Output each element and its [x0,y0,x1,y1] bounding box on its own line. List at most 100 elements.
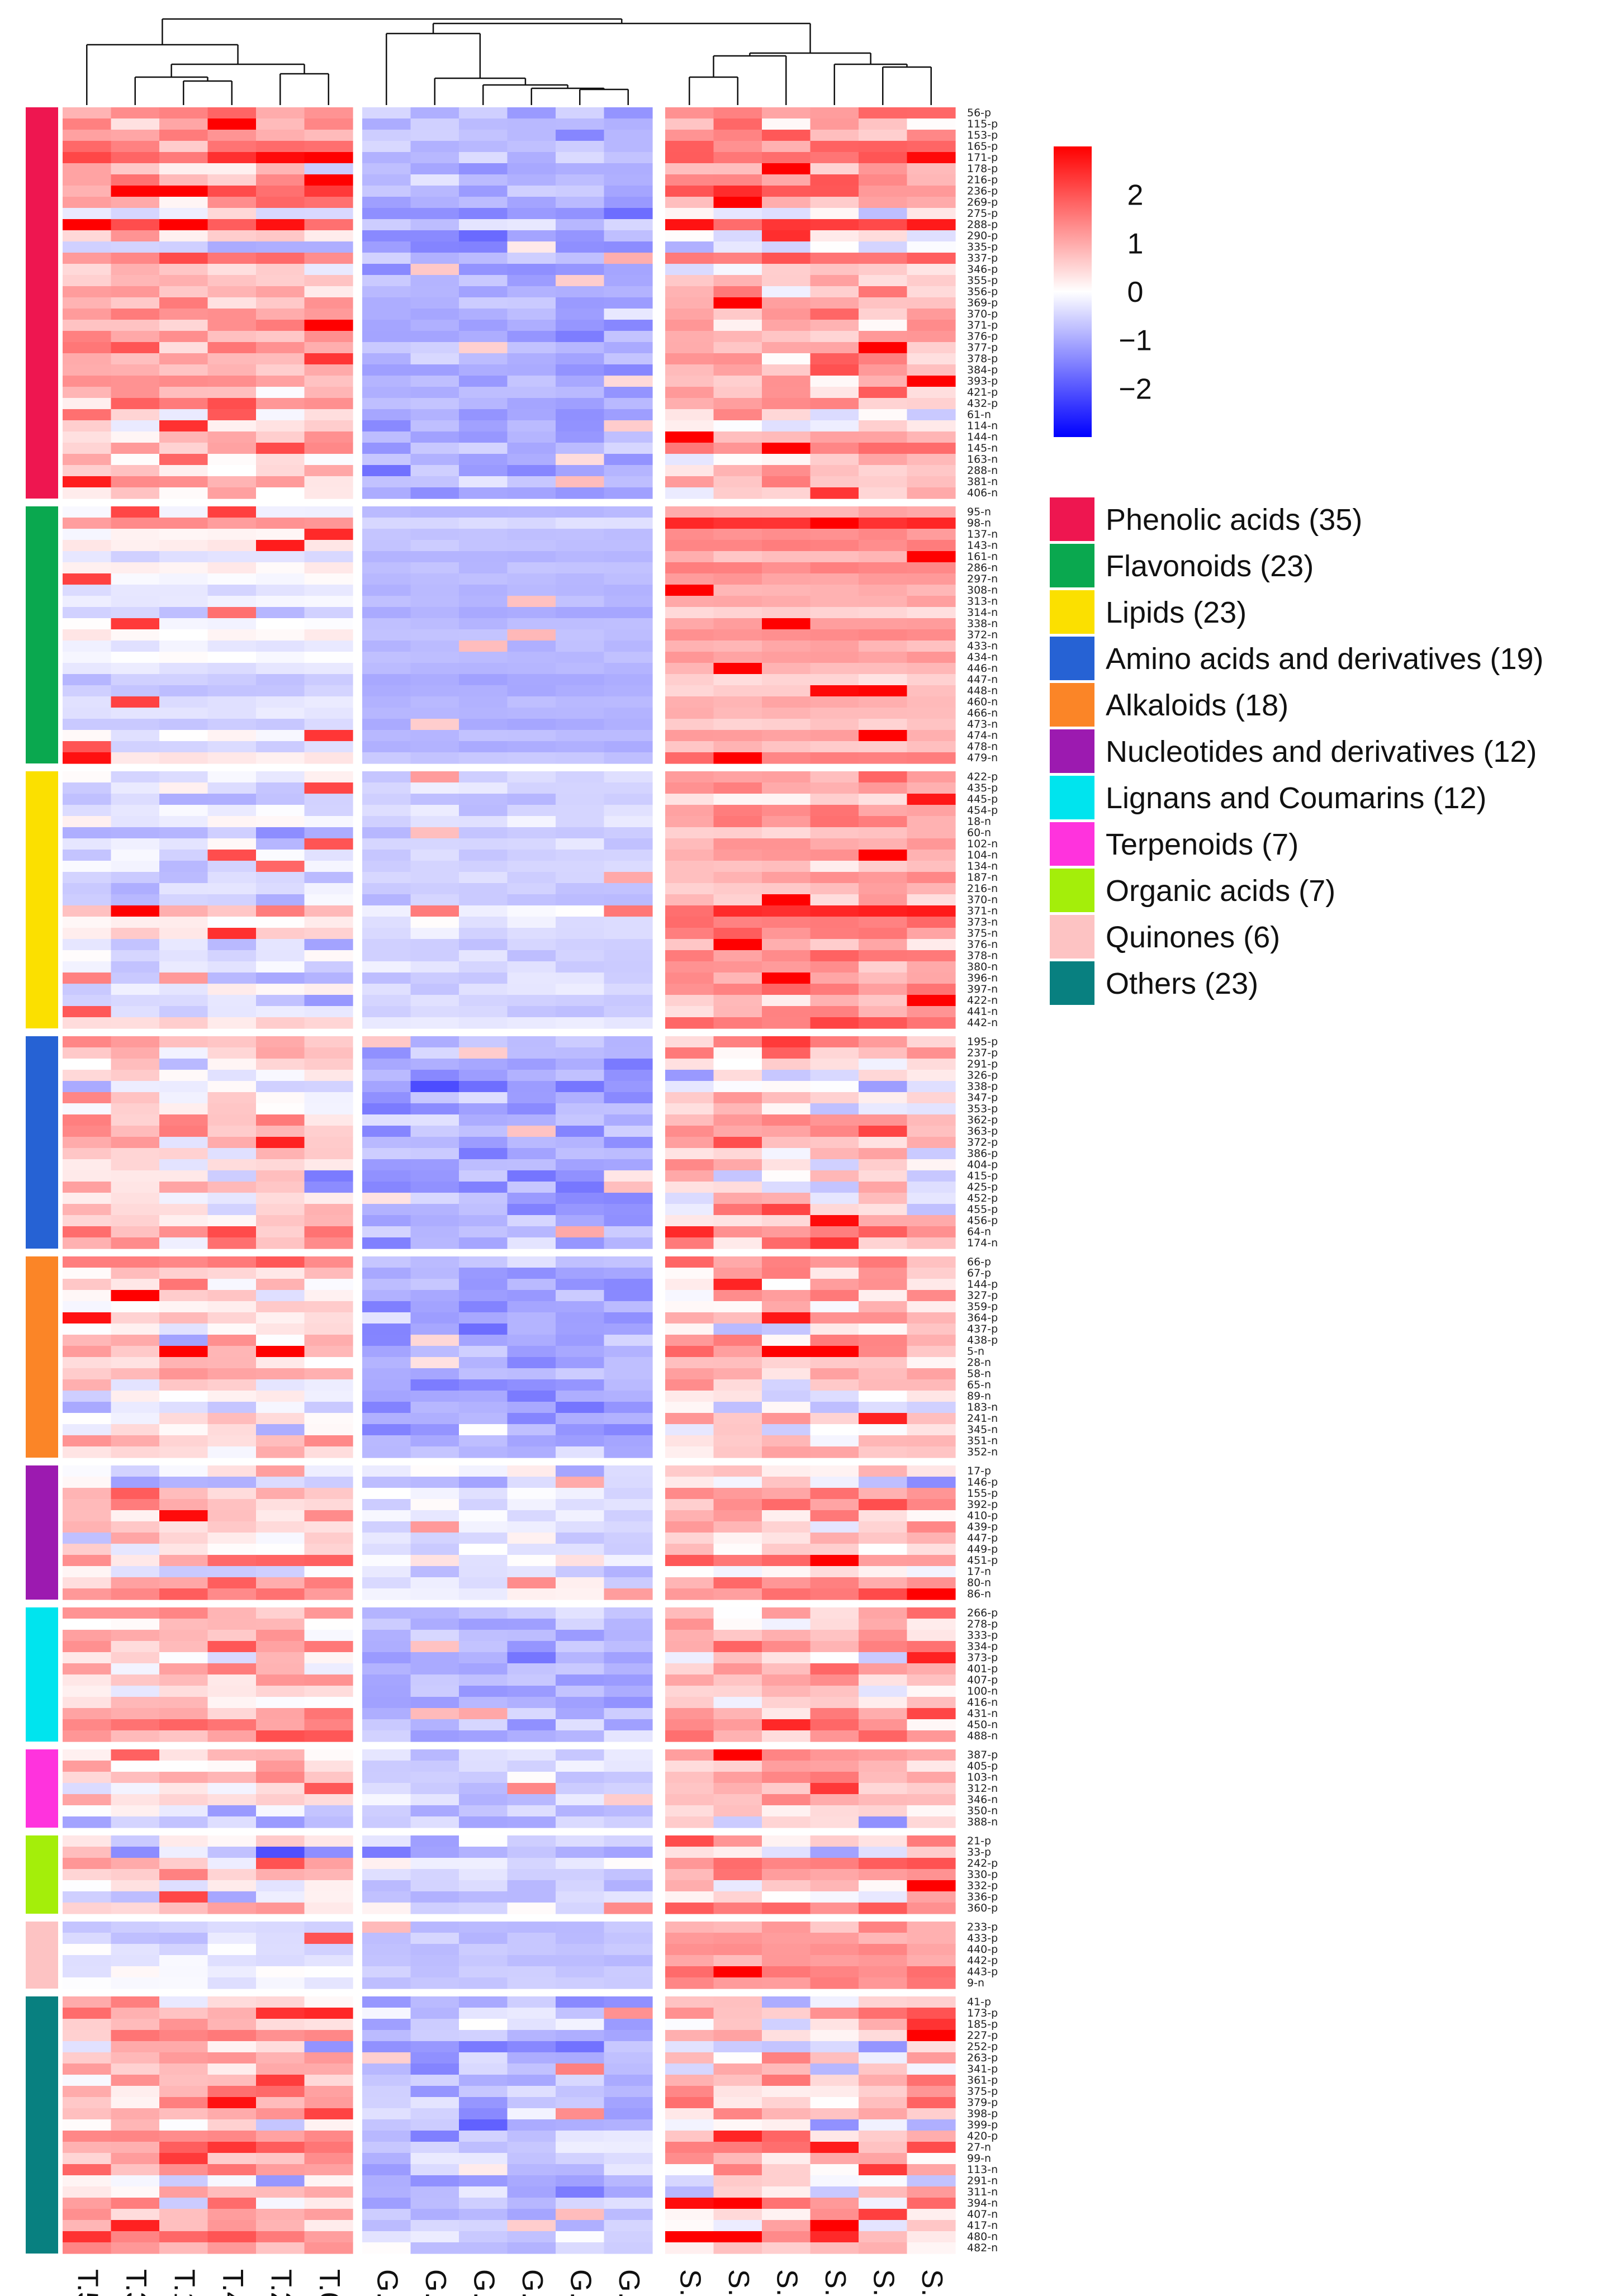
heatmap-cell [63,1816,112,1828]
row-label: 95-n [967,506,991,518]
heatmap-cell [762,1630,811,1642]
heatmap-cell [159,2131,208,2142]
heatmap-cell [665,618,714,630]
heatmap-cell [762,1215,811,1227]
heatmap-cell [207,752,257,764]
heatmap-cell [556,708,605,719]
heatmap-cell [907,141,956,153]
heatmap-cell [810,286,859,298]
heatmap-cell [604,1630,653,1642]
heatmap-cell [410,1290,459,1302]
heatmap-cell [859,465,908,477]
heatmap-cell [604,387,653,399]
heatmap-cell [111,1521,160,1533]
heatmap-cell [304,1577,353,1589]
heatmap-cell [159,984,208,995]
heatmap-cell [762,984,811,995]
heatmap-cell [556,1237,605,1249]
heatmap-cell [713,674,762,686]
heatmap-cell [907,917,956,928]
heatmap-cell [762,1301,811,1313]
heatmap-cell [459,1966,508,1978]
heatmap-cell [556,1499,605,1511]
row-label: 61-n [967,409,991,421]
heatmap-cell [63,1996,112,2008]
heatmap-cell [604,1346,653,1358]
heatmap-cell [459,1566,508,1578]
heatmap-cell [556,1955,605,1967]
heatmap-cell [410,1880,459,1892]
heatmap-cell [907,1357,956,1369]
heatmap-cell [713,1869,762,1881]
heatmap-cell [713,1170,762,1182]
heatmap-cell [665,1794,714,1806]
heatmap-cell [604,1070,653,1081]
heatmap-cell [713,1368,762,1380]
heatmap-cell [507,506,556,518]
heatmap-cell [111,320,160,331]
heatmap-cell [256,2153,305,2165]
heatmap-cell [459,529,508,540]
heatmap-cell [410,1510,459,1522]
heatmap-cell [159,420,208,432]
heatmap-cell [207,917,257,928]
heatmap-cell [810,1510,859,1522]
heatmap-cell [604,2142,653,2153]
heatmap-cell [907,1335,956,1346]
heatmap-cell [207,241,257,253]
heatmap-cell [507,674,556,686]
heatmap-cell [859,805,908,817]
heatmap-cell [907,219,956,231]
heatmap-cell [556,1903,605,1914]
heatmap-cell [410,1607,459,1619]
heatmap-cell [63,1081,112,1093]
column-group-gap [357,106,362,2255]
heatmap-cell [159,782,208,794]
heatmap-cell [159,596,208,608]
heatmap-cell [762,663,811,675]
heatmap-cell [507,219,556,231]
heatmap-cell [556,1036,605,1048]
heatmap-cell [207,905,257,917]
heatmap-cell [713,1903,762,1914]
row-label: 345-n [967,1424,998,1436]
row-label: 455-p [967,1203,998,1216]
heatmap-cell [556,275,605,287]
heatmap-cell [665,838,714,850]
heatmap-cell [256,1566,305,1578]
heatmap-cell [907,2142,956,2153]
heatmap-cell [207,506,257,518]
heatmap-cell [159,141,208,153]
heatmap-cell [810,1092,859,1104]
heatmap-cell [410,629,459,641]
row-label: 431-n [967,1707,998,1720]
heatmap-cell [762,917,811,928]
heatmap-cell [207,618,257,630]
heatmap-cell [762,1880,811,1892]
heatmap-cell [665,1922,714,1933]
heatmap-cell [459,2231,508,2243]
heatmap-cell [111,1301,160,1313]
heatmap-cell [159,387,208,399]
heatmap-cell [507,1663,556,1675]
heatmap-cell [907,2041,956,2053]
heatmap-cell [159,1312,208,1324]
heatmap-cell [556,562,605,574]
heatmap-cell [362,454,411,466]
heatmap-cell [907,1922,956,1933]
heatmap-cell [713,1977,762,1989]
heatmap-cell [762,2209,811,2221]
row-label: 290-p [967,230,998,242]
heatmap-cell [159,409,208,421]
heatmap-cell [507,130,556,141]
heatmap-cell [762,2019,811,2031]
heatmap-cell [256,928,305,940]
heatmap-cell [713,454,762,466]
row-label: 407-p [967,1674,998,1686]
heatmap-cell [304,506,353,518]
heatmap-cell [604,309,653,320]
heatmap-cell [256,297,305,309]
heatmap-cell [604,816,653,828]
heatmap-cell [256,1996,305,2008]
heatmap-cell [304,1847,353,1858]
